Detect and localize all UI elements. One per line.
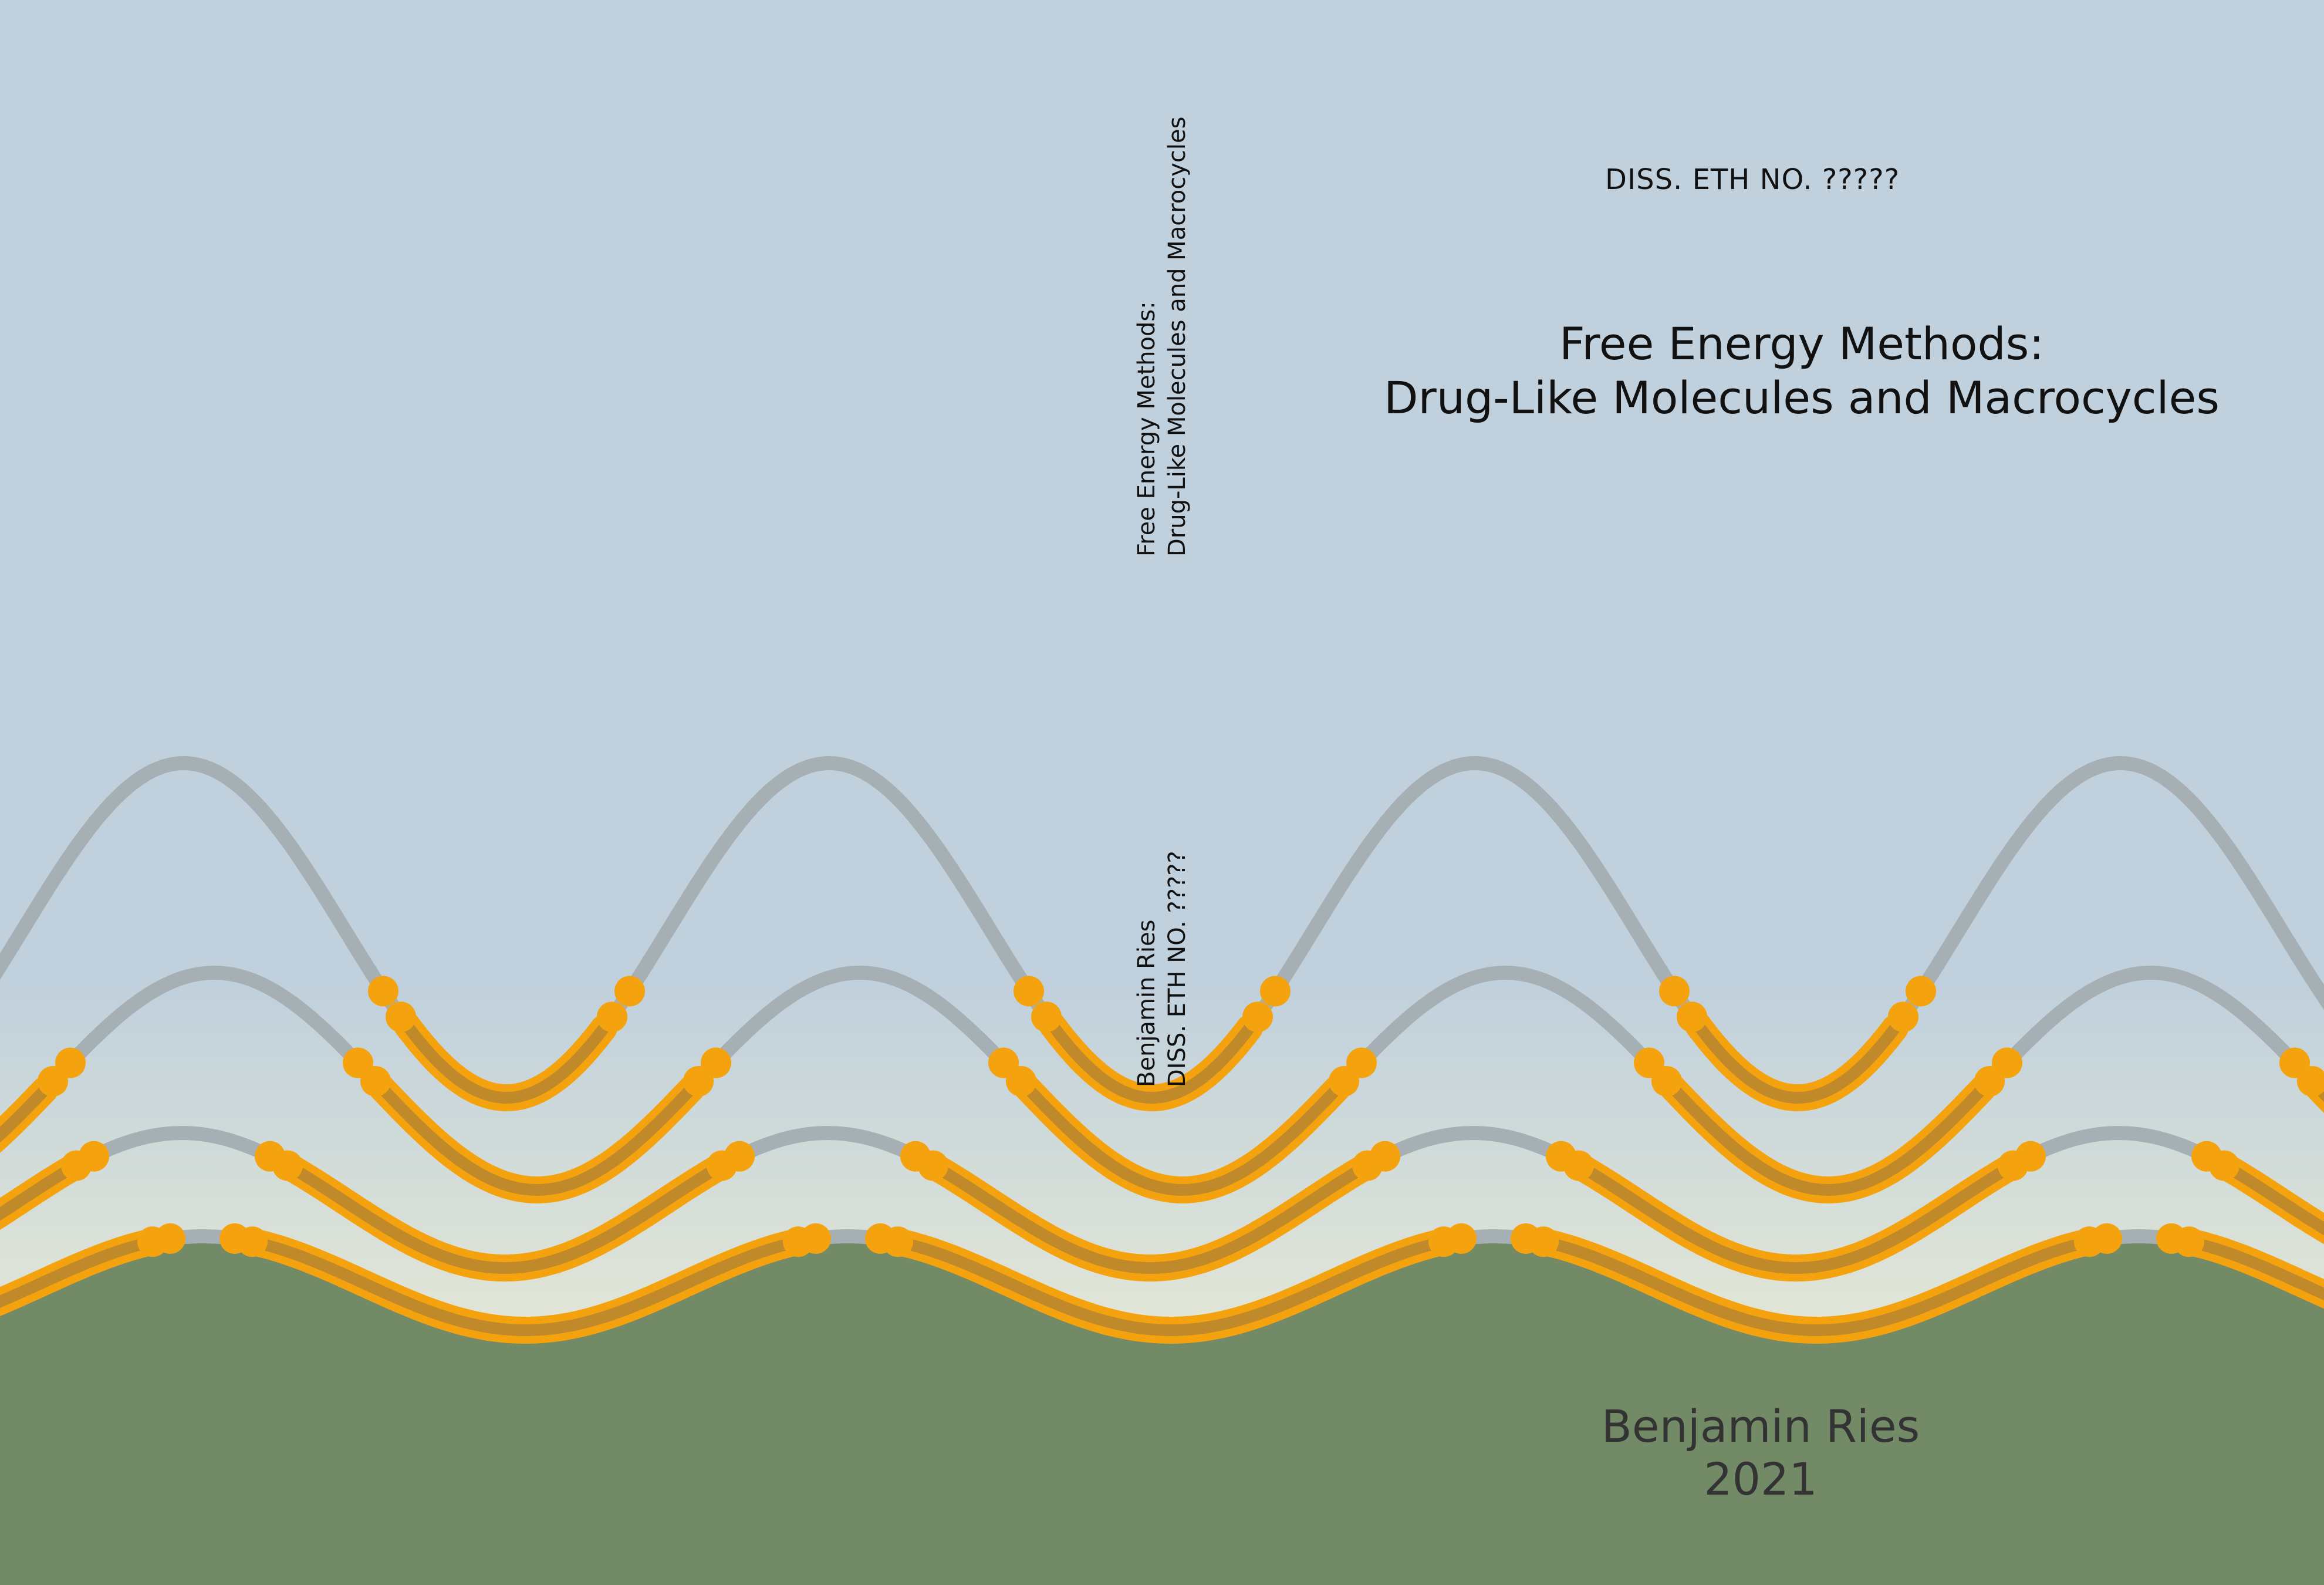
sample-dot — [1242, 1001, 1273, 1033]
author-name: Benjamin Ries — [1601, 1400, 1920, 1452]
cover-title: Free Energy Methods: Drug-Like Molecules… — [1350, 317, 2254, 425]
sample-dot — [1446, 1223, 1477, 1254]
sample-dot — [1031, 1001, 1062, 1033]
sample-dot — [1659, 976, 1690, 1007]
sample-dot — [1992, 1047, 2022, 1078]
wave-highlight-inner — [252, 1237, 795, 1337]
spine-author: Benjamin Ries — [1133, 919, 1160, 1087]
sample-dot — [1260, 976, 1291, 1007]
wave-highlight-inner — [0, 1164, 74, 1221]
wave-highlight-inner — [401, 1019, 610, 1104]
sample-dot — [1006, 1066, 1036, 1097]
sample-dot — [1370, 1141, 1400, 1172]
sample-dot — [724, 1141, 755, 1172]
title-line-1: Free Energy Methods: — [1559, 318, 2044, 370]
sample-dot — [386, 1001, 416, 1033]
spine-diss-number: DISS. ETH NO. ????? — [1164, 851, 1191, 1087]
wave-highlight-inner — [2189, 1237, 2324, 1301]
author-block: Benjamin Ries 2021 — [1467, 1400, 2054, 1506]
wave-highlight-inner — [1543, 1237, 2086, 1337]
sample-dot — [918, 1150, 948, 1181]
wave-highlight-inner — [1021, 1081, 1343, 1196]
sample-dot — [1888, 1001, 1918, 1033]
sample-dot — [1651, 1066, 1682, 1097]
wave-highlight-inner — [376, 1081, 697, 1196]
sample-dot — [800, 1223, 831, 1254]
sample-dot — [614, 976, 645, 1007]
wave-highlight-inner — [1579, 1163, 2013, 1274]
sample-dot — [883, 1226, 913, 1257]
energy-curves — [0, 756, 2324, 1344]
wave-highlight-inner — [898, 1237, 1440, 1337]
spine-title-line-1: Free Energy Methods: — [1133, 301, 1160, 557]
sample-dot — [360, 1066, 391, 1097]
sample-dot — [1906, 976, 1936, 1007]
sample-dot — [1677, 1001, 1707, 1033]
sample-dot — [1014, 976, 1044, 1007]
sample-dot — [1528, 1226, 1559, 1257]
wave-highlight-inner — [1692, 1019, 1901, 1104]
wave-highlight-inner — [288, 1163, 722, 1274]
sample-dot — [2174, 1226, 2204, 1257]
sample-dot — [2092, 1223, 2122, 1254]
spine-title: Free Energy Methods: Drug-Like Molecules… — [1131, 117, 1193, 557]
sample-dot — [368, 976, 398, 1007]
sample-dot — [1346, 1047, 1377, 1078]
wave-highlight-inner — [1667, 1081, 1988, 1196]
sample-dot — [701, 1047, 731, 1078]
wave-highlight-inner — [1046, 1019, 1255, 1104]
wave-highlight-inner — [0, 1237, 149, 1308]
wave-highlight-inner — [2224, 1163, 2324, 1236]
publication-year: 2021 — [1704, 1453, 1818, 1505]
sample-dot — [55, 1047, 86, 1078]
sample-dot — [597, 1001, 627, 1033]
sample-dot — [155, 1223, 185, 1254]
spine-title-line-2: Drug-Like Molecules and Macrocycles — [1164, 116, 1191, 557]
diss-number: DISS. ETH NO. ????? — [1605, 163, 1900, 196]
spine-author-block: Benjamin Ries DISS. ETH NO. ????? — [1131, 851, 1193, 1087]
sample-dot — [2015, 1141, 2046, 1172]
title-line-2: Drug-Like Molecules and Macrocycles — [1384, 372, 2220, 424]
sample-dot — [1563, 1150, 1594, 1181]
sample-dot — [237, 1226, 268, 1257]
sample-dot — [2297, 1066, 2324, 1097]
wave-highlight-inner — [933, 1163, 1367, 1274]
sample-dot — [79, 1141, 109, 1172]
sample-dot — [272, 1150, 303, 1181]
wave-highlight-inner — [0, 1084, 50, 1143]
sample-dot — [2209, 1150, 2239, 1181]
